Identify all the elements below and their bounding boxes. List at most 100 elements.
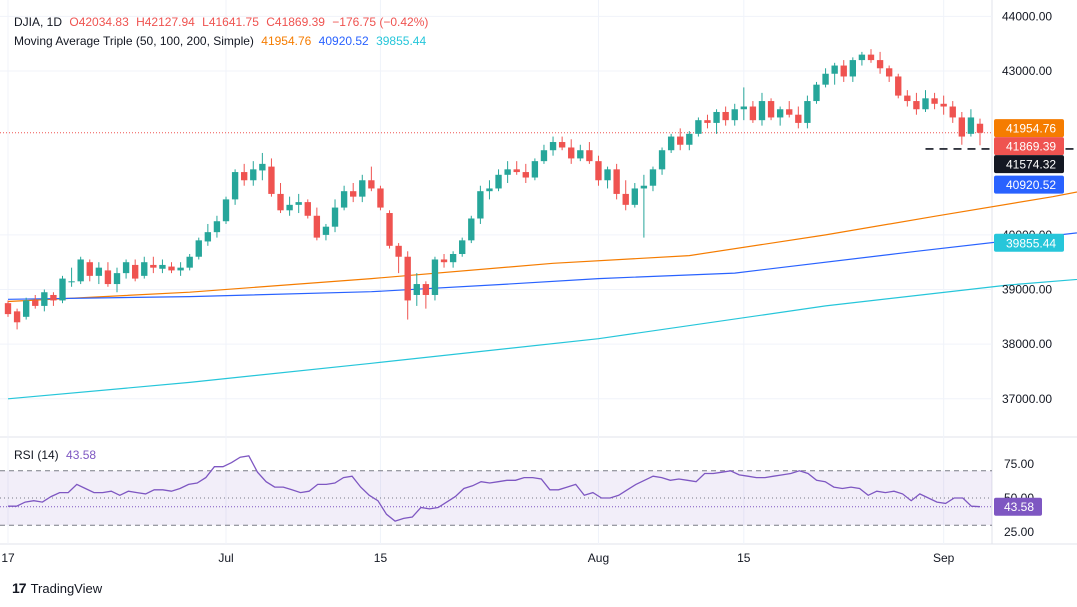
candle-body [795, 114, 802, 123]
candle-body [122, 262, 130, 274]
candle-body [577, 150, 584, 159]
candle-body [713, 111, 720, 123]
ma50-value: 41954.76 [261, 34, 312, 48]
rsi-value-label [994, 497, 1042, 516]
candle-body [704, 120, 711, 123]
candle-body [59, 278, 66, 301]
candle-body [50, 294, 57, 301]
candle-body [622, 193, 629, 205]
candle-body [849, 60, 857, 77]
price-label-text-ma100: 40920.52 [1006, 178, 1056, 192]
candle-body [159, 264, 166, 269]
candle-body [277, 193, 284, 211]
candle-body [786, 109, 793, 115]
price-label-ma200 [994, 233, 1064, 252]
candle-body [359, 180, 366, 197]
candle-body [568, 147, 575, 159]
tradingview-logo-icon: 17 [12, 580, 27, 596]
price-tick-label: 43000.00 [1002, 64, 1052, 78]
price-label-ma50 [994, 119, 1064, 138]
candle-body [913, 101, 920, 110]
candle-body [522, 172, 529, 178]
price-labels: 41954.76 41869.39 41574.32 40920.52 39855.44 [994, 119, 1064, 252]
candle-body [413, 284, 420, 295]
price-label-text-close: 41869.39 [1006, 140, 1056, 154]
candle-body [922, 98, 929, 110]
candle-body [904, 95, 911, 102]
candle-body [377, 188, 384, 208]
candle-body [32, 300, 39, 306]
low-value: L41641.75 [202, 15, 259, 29]
price-label-support [994, 155, 1064, 174]
candle-body [68, 281, 75, 283]
candle-body [549, 142, 557, 151]
tradingview-brand[interactable]: 17 TradingView [12, 580, 102, 596]
candle-body [286, 204, 293, 211]
candle-body [77, 259, 84, 282]
candle-body [368, 180, 375, 189]
candle-body [222, 199, 230, 222]
candle-body [558, 142, 566, 148]
rsi-title[interactable]: RSI (14) [14, 448, 59, 462]
candle-body [586, 150, 593, 162]
candle-body [895, 76, 902, 96]
price-label-text-ma200: 39855.44 [1006, 236, 1056, 250]
candle-body [449, 254, 457, 263]
candle-body [295, 202, 302, 205]
ma-legend: Moving Average Triple (50, 100, 200, Sim… [14, 34, 430, 48]
candle-body [468, 218, 475, 241]
candle-body [931, 98, 938, 104]
ohlc-legend: DJIA, 1D O42034.83 H42127.94 L41641.75 C… [14, 15, 432, 29]
candle-body [486, 188, 493, 192]
candle-body [540, 150, 548, 162]
ma-line-ma200 [7, 278, 1077, 400]
candle-body [422, 284, 430, 295]
candle-body [640, 185, 648, 189]
candle-body [695, 120, 702, 134]
rsi-tick-label: 25.00 [1004, 525, 1034, 539]
price-label-text-ma50: 41954.76 [1006, 122, 1056, 136]
candle-body [141, 262, 148, 276]
rsi-legend: RSI (14) 43.58 [14, 448, 100, 462]
ma-title[interactable]: Moving Average Triple (50, 100, 200, Sim… [14, 34, 254, 48]
candle-body [749, 106, 757, 121]
candle-body [113, 273, 121, 285]
candle-body [4, 303, 12, 315]
candle-body [649, 169, 657, 186]
candle-body [858, 54, 866, 61]
candle-body [667, 136, 675, 151]
candle-body [340, 191, 348, 208]
candle-body [631, 188, 638, 205]
candle-body [513, 169, 520, 173]
price-label-text-support: 41574.32 [1006, 158, 1056, 172]
candle-body [86, 262, 93, 276]
price-tick-label: 37000.00 [1002, 392, 1052, 406]
candle-body [313, 215, 321, 238]
candlesticks [4, 49, 984, 330]
candle-body [504, 169, 511, 175]
candle-body [776, 109, 784, 118]
candle-body [177, 267, 184, 271]
candle-body [813, 84, 820, 102]
brand-name: TradingView [30, 580, 103, 596]
candle-body [386, 213, 393, 246]
candle-body [186, 256, 193, 268]
rsi-tick-label: 75.00 [1004, 457, 1034, 471]
candle-body [231, 172, 239, 200]
candle-body [131, 264, 139, 279]
candle-body [604, 169, 611, 181]
symbol-label[interactable]: DJIA, 1D [14, 15, 63, 29]
candle-body [613, 169, 620, 194]
candle-body [804, 101, 811, 123]
close-value: C41869.39 [266, 15, 325, 29]
candle-body [404, 256, 411, 301]
candle-body [204, 232, 212, 242]
candle-body [831, 65, 838, 74]
candle-body [331, 207, 339, 227]
price-tick-label: 38000.00 [1002, 337, 1052, 351]
time-tick-label: Jul [218, 551, 233, 565]
price-tick-label: 44000.00 [1002, 9, 1052, 23]
candle-body [867, 54, 875, 61]
time-tick-label: 17 [1, 551, 15, 565]
